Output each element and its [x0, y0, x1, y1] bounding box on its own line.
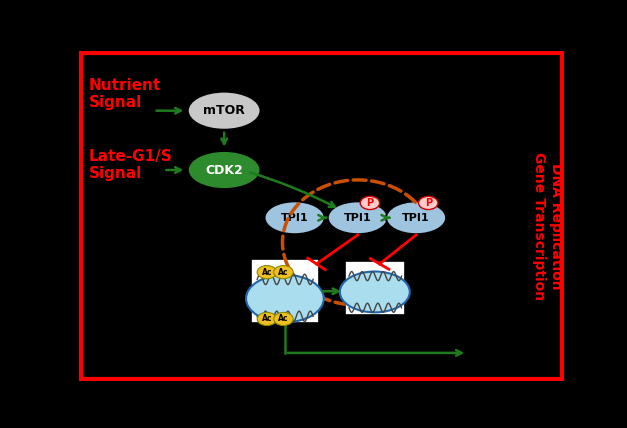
Ellipse shape — [187, 151, 261, 189]
Circle shape — [419, 196, 438, 210]
Text: Ac: Ac — [278, 315, 288, 324]
Text: Nutrient
Signal: Nutrient Signal — [89, 78, 161, 110]
Bar — [251, 259, 319, 323]
Text: TPI1: TPI1 — [403, 213, 430, 223]
Ellipse shape — [187, 92, 261, 130]
Bar — [345, 261, 406, 315]
Text: TPI1: TPI1 — [344, 213, 372, 223]
Ellipse shape — [340, 271, 410, 312]
Circle shape — [257, 265, 277, 279]
Circle shape — [274, 312, 293, 326]
Text: mTOR: mTOR — [203, 104, 245, 117]
Text: Ac: Ac — [278, 268, 288, 276]
Text: Ac: Ac — [261, 315, 272, 324]
Text: P: P — [366, 198, 374, 208]
Ellipse shape — [328, 201, 388, 234]
Text: CDK2: CDK2 — [205, 163, 243, 176]
Text: P: P — [424, 198, 432, 208]
Circle shape — [274, 265, 293, 279]
Ellipse shape — [246, 275, 324, 322]
Text: TPI1: TPI1 — [281, 213, 308, 223]
Circle shape — [360, 196, 380, 210]
Text: Late-G1/S
Signal: Late-G1/S Signal — [89, 149, 173, 181]
Ellipse shape — [265, 201, 325, 234]
Ellipse shape — [386, 201, 446, 234]
Circle shape — [257, 312, 277, 326]
Text: Ac: Ac — [261, 268, 272, 276]
Text: DNA Replication
Gene Transcription: DNA Replication Gene Transcription — [532, 152, 563, 300]
